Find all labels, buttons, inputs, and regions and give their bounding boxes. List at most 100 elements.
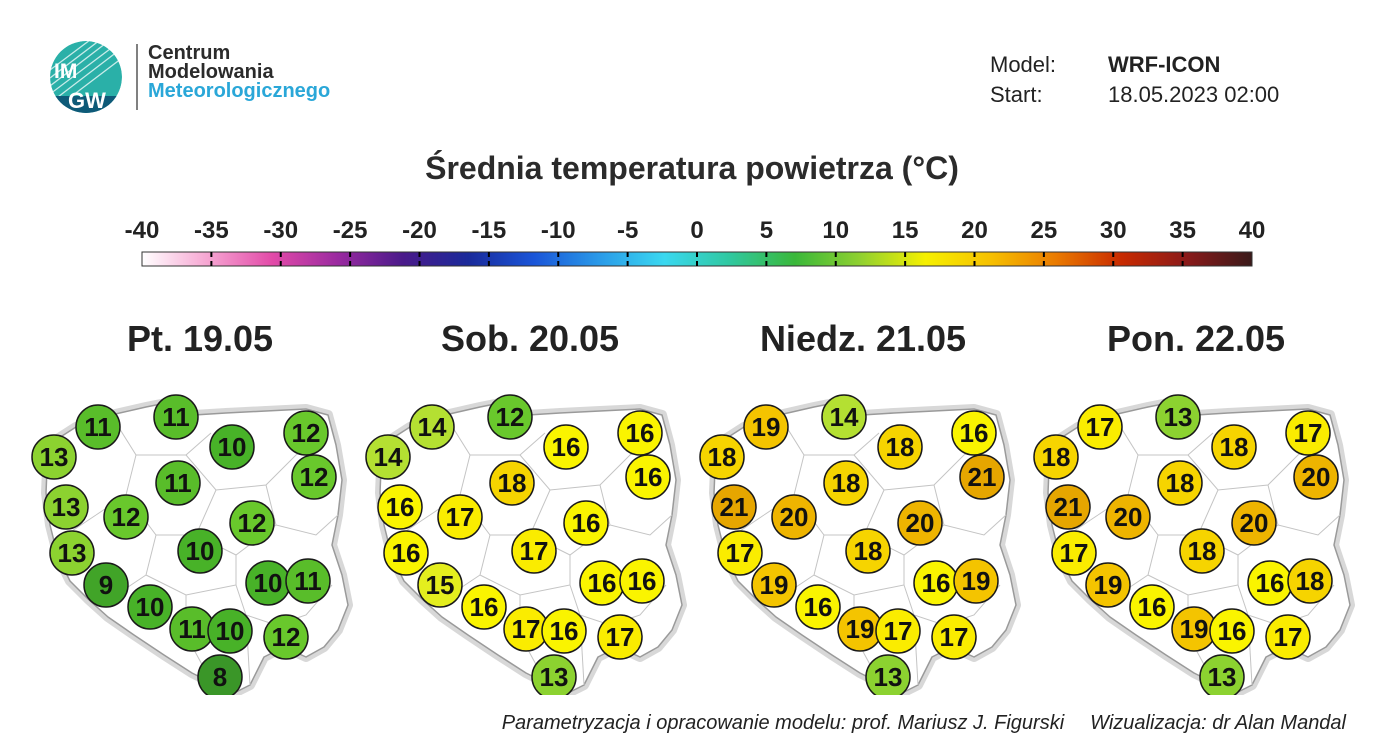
temperature-circle bbox=[209, 424, 255, 470]
temperature-value: 10 bbox=[254, 568, 283, 598]
poland-map-day-1: 13 11 11 10 12 12 13 12 11 12 10 13 9 10 10 11 11 10 12 8 bbox=[31, 394, 353, 695]
temperature-circle bbox=[795, 584, 841, 630]
temperature-value: 20 bbox=[1114, 502, 1143, 532]
temperature-circle bbox=[751, 562, 797, 608]
temperature-value: 16 bbox=[392, 538, 421, 568]
scale-tick-label: -40 bbox=[125, 217, 160, 244]
temperature-circle bbox=[49, 530, 95, 576]
temperature-value: 12 bbox=[496, 402, 525, 432]
model-credit: Parametryzacja i opracowanie modelu: pro… bbox=[501, 712, 1065, 734]
temperature-circle bbox=[625, 454, 671, 500]
voivodeship-border bbox=[599, 484, 673, 536]
temperature-value: 17 bbox=[1294, 418, 1323, 448]
temperature-circle bbox=[711, 484, 757, 530]
temperature-circle bbox=[417, 562, 463, 608]
temperature-circle bbox=[1293, 454, 1339, 500]
scale-tick-label: -15 bbox=[472, 217, 507, 244]
scale-tick-label: 40 bbox=[1239, 217, 1266, 244]
day-label-2: Sob. 20.05 bbox=[440, 318, 620, 359]
temperature-value: 20 bbox=[1240, 508, 1269, 538]
temperature-value: 12 bbox=[300, 462, 329, 492]
voivodeship-border bbox=[1147, 555, 1239, 596]
temperature-value: 20 bbox=[780, 502, 809, 532]
temperature-value: 18 bbox=[1042, 442, 1071, 472]
temperature-circle bbox=[461, 584, 507, 630]
temperature-circle bbox=[699, 434, 745, 480]
temperature-value: 18 bbox=[1166, 468, 1195, 498]
temperature-value: 8 bbox=[213, 662, 227, 692]
temperature-circle bbox=[31, 434, 77, 480]
temperature-value: 17 bbox=[1060, 538, 1089, 568]
temperature-circle bbox=[75, 404, 121, 450]
temperature-circle bbox=[177, 528, 223, 574]
temperature-value: 16 bbox=[804, 592, 833, 622]
scale-tick-label: -5 bbox=[617, 217, 638, 244]
day-label-4: Pon. 22.05 bbox=[1106, 318, 1286, 359]
temperature-circle bbox=[563, 500, 609, 546]
temperature-value: 17 bbox=[726, 538, 755, 568]
temperature-value: 16 bbox=[1218, 616, 1247, 646]
temperature-circle bbox=[1045, 484, 1091, 530]
temperature-circle bbox=[377, 484, 423, 530]
model-value: WRF-ICON bbox=[1108, 52, 1221, 77]
temperature-circle bbox=[875, 608, 921, 654]
temperature-value: 21 bbox=[720, 492, 749, 522]
model-label: Model: bbox=[990, 52, 1057, 77]
temperature-value: 11 bbox=[162, 402, 190, 432]
temperature-value: 16 bbox=[1256, 568, 1285, 598]
temperature-value: 17 bbox=[884, 616, 913, 646]
temperature-circle bbox=[1287, 558, 1333, 604]
org-name: Centrum Modelowania Meteorologicznego bbox=[148, 43, 330, 101]
temperature-circle bbox=[1231, 500, 1277, 546]
temperature-value: 15 bbox=[426, 570, 455, 600]
temperature-circle bbox=[487, 394, 533, 440]
voivodeship-border bbox=[145, 555, 237, 596]
temperature-circle bbox=[511, 528, 557, 574]
temperature-circle bbox=[489, 460, 535, 506]
temperature-value: 17 bbox=[1086, 412, 1115, 442]
temperature-value: 19 bbox=[752, 412, 781, 442]
temperature-circle bbox=[619, 558, 665, 604]
map-title: Średnia temperatura powietrza (°C) bbox=[425, 150, 959, 186]
temperature-circle bbox=[197, 654, 243, 695]
temperature-circle bbox=[597, 614, 643, 660]
org-line-2: Modelowania bbox=[148, 61, 274, 83]
temperature-circle bbox=[845, 528, 891, 574]
temperature-circle bbox=[437, 494, 483, 540]
temperature-value: 18 bbox=[886, 432, 915, 462]
temperature-circle bbox=[823, 460, 869, 506]
voivodeship-border bbox=[1267, 484, 1341, 536]
temperature-value: 17 bbox=[1274, 622, 1303, 652]
temperature-circle bbox=[43, 484, 89, 530]
temperature-value: 20 bbox=[1302, 462, 1331, 492]
temperature-value: 13 bbox=[1208, 662, 1237, 692]
viz-credit: Wizualizacja: dr Alan Mandal bbox=[1090, 712, 1346, 734]
temperature-circle bbox=[1155, 394, 1201, 440]
temperature-circle bbox=[1179, 528, 1225, 574]
temperature-circle bbox=[531, 654, 577, 695]
temperature-value: 21 bbox=[1054, 492, 1083, 522]
temperature-circle bbox=[617, 410, 663, 456]
temperature-value: 13 bbox=[58, 538, 87, 568]
temperature-value: 11 bbox=[84, 412, 112, 442]
temperature-value: 9 bbox=[99, 570, 113, 600]
temperature-circle bbox=[1033, 434, 1079, 480]
temperature-value: 16 bbox=[1138, 592, 1167, 622]
temperature-value: 17 bbox=[446, 502, 475, 532]
temperature-value: 16 bbox=[588, 568, 617, 598]
temperature-value: 16 bbox=[960, 418, 989, 448]
temperature-circle bbox=[409, 404, 455, 450]
temperature-circle bbox=[931, 614, 977, 660]
temperature-circle bbox=[1285, 410, 1331, 456]
temperature-value: 16 bbox=[550, 616, 579, 646]
scale-tick-label: -35 bbox=[194, 217, 229, 244]
temperature-value: 14 bbox=[374, 442, 403, 472]
temperature-value: 20 bbox=[906, 508, 935, 538]
temperature-circle bbox=[877, 424, 923, 470]
temperature-value: 13 bbox=[40, 442, 69, 472]
footer: Parametryzacja i opracowanie modelu: pro… bbox=[0, 712, 1346, 735]
temperature-circle bbox=[1105, 494, 1151, 540]
model-info: Model: WRF-ICON Start: 18.05.2023 02:00 bbox=[990, 50, 1279, 110]
temperature-value: 21 bbox=[968, 462, 997, 492]
